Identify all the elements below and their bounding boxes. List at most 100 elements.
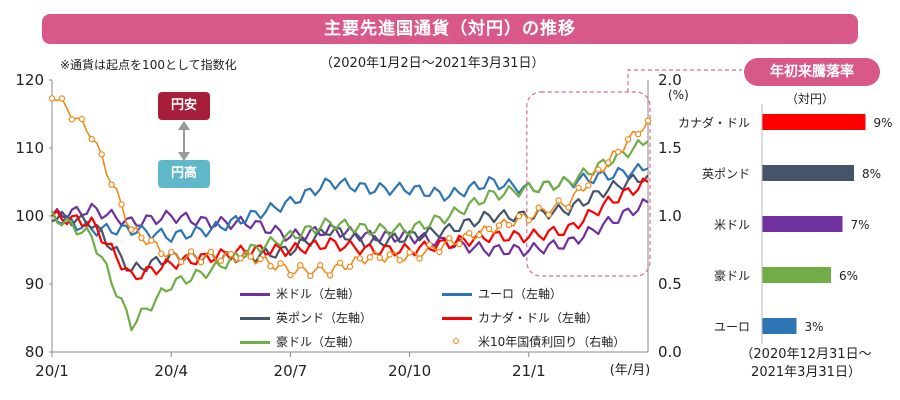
yield-marker	[386, 251, 393, 258]
yield-marker	[336, 259, 344, 267]
recent-period-connector	[627, 69, 742, 92]
bar-2	[762, 216, 843, 232]
yield-marker	[416, 255, 423, 262]
left-axis-tick-label: 110	[15, 139, 44, 157]
right-axis-tick-label: 0.5	[658, 275, 682, 293]
legend-label-eur: ユーロ（左軸）	[478, 287, 563, 301]
index-note: ※通貨は起点を100として指数化	[60, 58, 237, 72]
yield-marker	[376, 254, 383, 261]
bar-value-label: 8%	[862, 167, 881, 181]
yield-marker	[595, 166, 602, 173]
yield-marker	[307, 272, 314, 279]
legend-swatch-ust10y	[442, 338, 472, 344]
yield-marker	[78, 115, 86, 123]
yield-marker	[456, 240, 463, 248]
yield-marker	[48, 95, 56, 102]
left-axis-tick-label: 100	[15, 207, 44, 225]
bar-unit-label: （対円）	[786, 92, 835, 106]
bar-category-label: 米ドル	[714, 218, 750, 232]
x-axis-tick-label: 20/1	[35, 362, 69, 380]
yield-marker	[257, 255, 264, 263]
yield-marker	[426, 241, 433, 248]
bar-category-label: 英ポンド	[702, 167, 750, 181]
yield-marker	[287, 271, 294, 279]
yield-marker	[446, 234, 453, 242]
strong-yen-label: 円高	[158, 160, 210, 188]
legend-label-aud: 豪ドル（左軸）	[276, 335, 361, 349]
yield-marker	[177, 258, 185, 266]
yield-marker	[575, 184, 582, 191]
yield-marker	[515, 212, 523, 220]
x-axis-unit-label: (年/月)	[610, 363, 651, 378]
legend-label-cad: カナダ・ドル（左軸）	[478, 311, 599, 325]
bar-value-label: 9%	[874, 116, 893, 130]
yield-marker	[356, 255, 364, 262]
yield-marker	[138, 234, 145, 241]
yen-arrow-head-up	[178, 121, 190, 130]
series-line-4	[50, 139, 649, 332]
yield-marker	[326, 272, 334, 279]
bar-1	[762, 165, 854, 181]
bar-footnote-line2: 2021年3月31日）	[751, 365, 861, 380]
yield-marker	[88, 135, 95, 143]
left-axis-tick-label: 120	[15, 71, 44, 89]
x-axis-tick-label: 20/10	[388, 362, 431, 380]
right-axis-unit: (%)	[668, 88, 689, 102]
yield-marker	[187, 248, 195, 255]
yield-marker	[58, 95, 66, 102]
left-axis-tick-label: 90	[25, 275, 44, 293]
ytd-change-title: 年初来騰落率	[744, 58, 880, 86]
legend-swatch-eur	[442, 293, 472, 296]
x-axis-tick-label: 20/4	[154, 362, 188, 380]
bar-category-label: 豪ドル	[714, 268, 750, 283]
yield-marker	[495, 222, 503, 229]
yield-marker	[615, 148, 622, 156]
yield-marker	[297, 262, 304, 269]
yield-marker	[565, 204, 572, 211]
legend-item-gbp: 英ポンド（左軸）	[240, 310, 372, 326]
yield-marker	[555, 197, 562, 204]
series-line-3	[51, 177, 649, 281]
yield-marker	[525, 217, 533, 224]
bar-3	[762, 267, 831, 283]
legend-item-aud: 豪ドル（左軸）	[240, 334, 360, 350]
yield-marker	[217, 257, 225, 264]
yield-marker	[585, 182, 592, 189]
yield-marker	[545, 211, 552, 218]
yield-marker	[366, 254, 374, 261]
yield-marker	[634, 130, 642, 138]
yield-marker	[197, 258, 205, 266]
yield-marker	[346, 263, 354, 270]
yield-marker	[505, 221, 513, 229]
bar-category-label: ユーロ	[714, 320, 750, 334]
bar-value-label: 7%	[851, 218, 870, 232]
yield-marker	[267, 262, 274, 270]
legend-item-eur: ユーロ（左軸）	[442, 286, 562, 302]
legend-label-ust10y: 米10年国債利回り（右軸）	[478, 335, 626, 349]
yield-marker	[118, 201, 125, 208]
yield-marker	[108, 181, 115, 188]
yield-marker	[207, 248, 215, 256]
legend-swatch-usd	[240, 293, 270, 296]
right-axis-tick-label: 1.5	[658, 139, 682, 157]
right-axis-tick-label: 1.0	[658, 207, 682, 225]
legend-item-usd: 米ドル（左軸）	[240, 286, 360, 302]
right-axis-tick-label: 0.0	[658, 343, 682, 361]
bar-0	[762, 114, 866, 130]
yield-marker	[485, 225, 493, 233]
yield-marker	[317, 261, 324, 269]
bar-value-label: 3%	[805, 320, 824, 334]
yield-marker	[167, 248, 175, 256]
legend-item-ust10y: 米10年国債利回り（右軸）	[442, 334, 625, 350]
yield-marker	[237, 255, 244, 262]
legend-swatch-aud	[240, 341, 270, 344]
weak-yen-label: 円安	[158, 92, 210, 120]
yield-marker	[624, 136, 632, 143]
yield-marker	[247, 253, 254, 260]
yield-marker	[98, 151, 105, 158]
bar-footnote-line1: （2020年12月31日～	[740, 347, 872, 362]
yield-marker	[436, 248, 443, 256]
legend-item-cad: カナダ・ドル（左軸）	[442, 310, 598, 326]
yield-marker	[148, 237, 155, 244]
